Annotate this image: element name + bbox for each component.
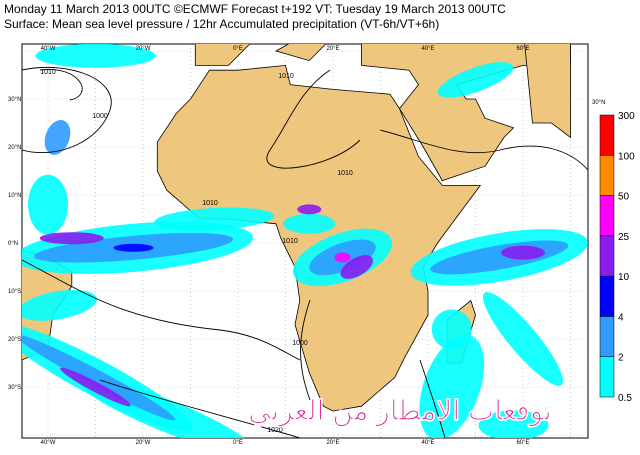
legend-swatch <box>599 195 615 237</box>
land <box>274 44 327 62</box>
isobar <box>22 259 301 361</box>
precipitation <box>35 44 156 68</box>
watermark: توقعات الامطار من العربي <box>248 395 552 428</box>
precipitation <box>501 245 545 260</box>
legend-label: 50 <box>618 192 630 203</box>
lat-label: 0°N <box>8 241 18 247</box>
lat-label: 20°S <box>8 337 21 343</box>
header-line1: Monday 11 March 2013 00UTC ©ECMWF Foreca… <box>4 2 506 16</box>
precipitation <box>334 252 351 263</box>
legend-label: 10 <box>618 272 630 283</box>
precipitation <box>482 292 564 386</box>
isobar <box>39 69 83 101</box>
legend-swatch <box>599 316 615 357</box>
precipitation <box>39 232 104 245</box>
lat-label: 30°N <box>592 100 605 106</box>
legend-label: 0.5 <box>618 393 632 404</box>
precipitation <box>44 119 71 155</box>
map: 1010 1000 1010 1010 1010 1010 1000 1020 <box>22 44 588 438</box>
lon-label: 20°W <box>136 440 151 446</box>
land <box>524 44 571 139</box>
isobar <box>300 299 311 401</box>
header-line2: Surface: Mean sea level pressure / 12hr … <box>4 17 439 31</box>
legend: 0.5 2 4 10 25 50 100 300 <box>599 111 635 404</box>
precipitation <box>154 207 275 231</box>
isobar-label: 1010 <box>202 200 218 207</box>
lon-label: 40°W <box>41 46 56 52</box>
lon-label: 60°E <box>516 440 529 446</box>
legend-swatch <box>599 275 615 317</box>
map-labels: 40°W 40°W 20°W 20°W 0°E 0°E 20°E 20°E 40°E 40°E 60… <box>8 46 605 446</box>
isobar-label: 1010 <box>278 73 294 80</box>
lat-label: 30°N <box>8 97 21 103</box>
precipitation <box>283 213 336 234</box>
isobar-label: 1000 <box>92 113 108 120</box>
isobar-label: 1010 <box>337 170 353 177</box>
lon-label: 0°E <box>233 440 243 446</box>
lon-label: 40°E <box>421 440 434 446</box>
lon-label: 20°E <box>326 46 339 52</box>
lon-label: 40°E <box>421 46 434 52</box>
legend-label: 4 <box>618 312 624 323</box>
isobar-label: 1010 <box>40 69 56 76</box>
legend-label: 2 <box>618 353 624 364</box>
precipitation <box>28 174 68 235</box>
isobar-label: 1020 <box>267 427 283 434</box>
precipitation <box>340 255 373 279</box>
lon-label: 20°E <box>326 440 339 446</box>
isobar <box>99 379 301 438</box>
isobar-label: 1000 <box>292 340 308 347</box>
isobar <box>22 66 112 154</box>
lat-label: 10°N <box>8 193 21 199</box>
legend-label: 100 <box>618 151 635 162</box>
lon-label: 0°E <box>233 46 243 52</box>
lon-label: 40°W <box>41 440 56 446</box>
isobar <box>419 359 446 438</box>
precipitation <box>431 309 472 350</box>
precipitation <box>60 367 131 407</box>
legend-label: 25 <box>618 232 630 243</box>
legend-swatch <box>599 155 615 196</box>
legend-label: 300 <box>618 111 635 122</box>
isobar-label: 1010 <box>282 238 298 245</box>
precipitation <box>437 62 514 98</box>
lat-label: 10°S <box>8 289 21 295</box>
lon-label: 20°W <box>136 46 151 52</box>
legend-swatch <box>599 235 615 277</box>
lon-label: 60°E <box>516 46 529 52</box>
precipitation <box>22 289 97 321</box>
isobar <box>266 69 361 169</box>
land <box>156 64 482 412</box>
lat-label: 30°S <box>8 385 21 391</box>
legend-swatch <box>599 114 615 156</box>
precipitation <box>419 334 485 438</box>
isobar <box>379 129 588 171</box>
precipitation <box>478 410 549 438</box>
precipitation <box>22 334 176 421</box>
precipitation <box>297 204 322 215</box>
lat-label: 20°N <box>8 145 21 151</box>
land <box>194 44 251 66</box>
legend-swatch <box>599 356 615 398</box>
precipitation <box>113 243 154 252</box>
